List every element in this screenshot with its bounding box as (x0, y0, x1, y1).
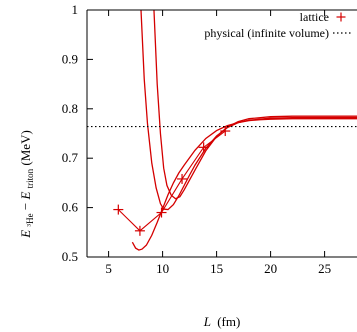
ticks: 5 10 15 20 25 0.5 0.6 0.7 0.8 0.9 1 (62, 2, 331, 276)
y-tick-label: 0.9 (62, 51, 78, 66)
y-axis-unit: (MeV) (18, 130, 33, 165)
lattice-point (134, 225, 145, 236)
lattice-point (198, 142, 209, 153)
y-axis-lead: E (18, 230, 33, 239)
y-tick-label: 1 (72, 2, 79, 17)
y-tick-label: 0.7 (62, 150, 79, 165)
lattice-connector (117, 130, 226, 232)
y-axis-second: E (18, 192, 33, 201)
y-tick-label: 0.6 (62, 200, 79, 215)
fit-curves (131, 10, 357, 251)
y-axis-label: E ³He − E triton (MeV) (18, 130, 36, 239)
y-axis-minus: − (18, 200, 33, 211)
legend: lattice physical (infinite volume) (204, 10, 352, 40)
lattice-point (113, 204, 124, 215)
x-tick-label: 25 (318, 261, 331, 276)
lattice-point (220, 126, 231, 137)
fit-curve-3 (153, 10, 357, 200)
fit-curve-1 (131, 118, 357, 251)
y-tick-label: 0.8 (62, 101, 78, 116)
x-tick-label: 5 (105, 261, 112, 276)
x-tick-label: 20 (264, 261, 277, 276)
y-axis-lead-sub: ³He (25, 213, 35, 226)
x-axis-symbol: L (203, 314, 211, 329)
x-axis-label: L (fm) (203, 314, 241, 329)
x-tick-label: 10 (156, 261, 169, 276)
legend-label-lattice: lattice (300, 10, 329, 24)
x-axis-unit: (fm) (217, 314, 240, 329)
lattice-point (177, 173, 188, 184)
y-tick-label: 0.5 (62, 249, 78, 264)
svg-text:L (fm): L (fm) (203, 314, 241, 329)
svg-text:E ³He −: E ³He − E triton (MeV) (18, 130, 36, 239)
lattice-points (113, 126, 231, 236)
lattice-point (156, 207, 167, 218)
x-tick-label: 15 (210, 261, 223, 276)
fit-curve-2 (140, 10, 357, 211)
y-axis-second-sub: triton (25, 168, 35, 188)
axes (86, 9, 357, 258)
legend-label-physical: physical (infinite volume) (204, 26, 329, 40)
